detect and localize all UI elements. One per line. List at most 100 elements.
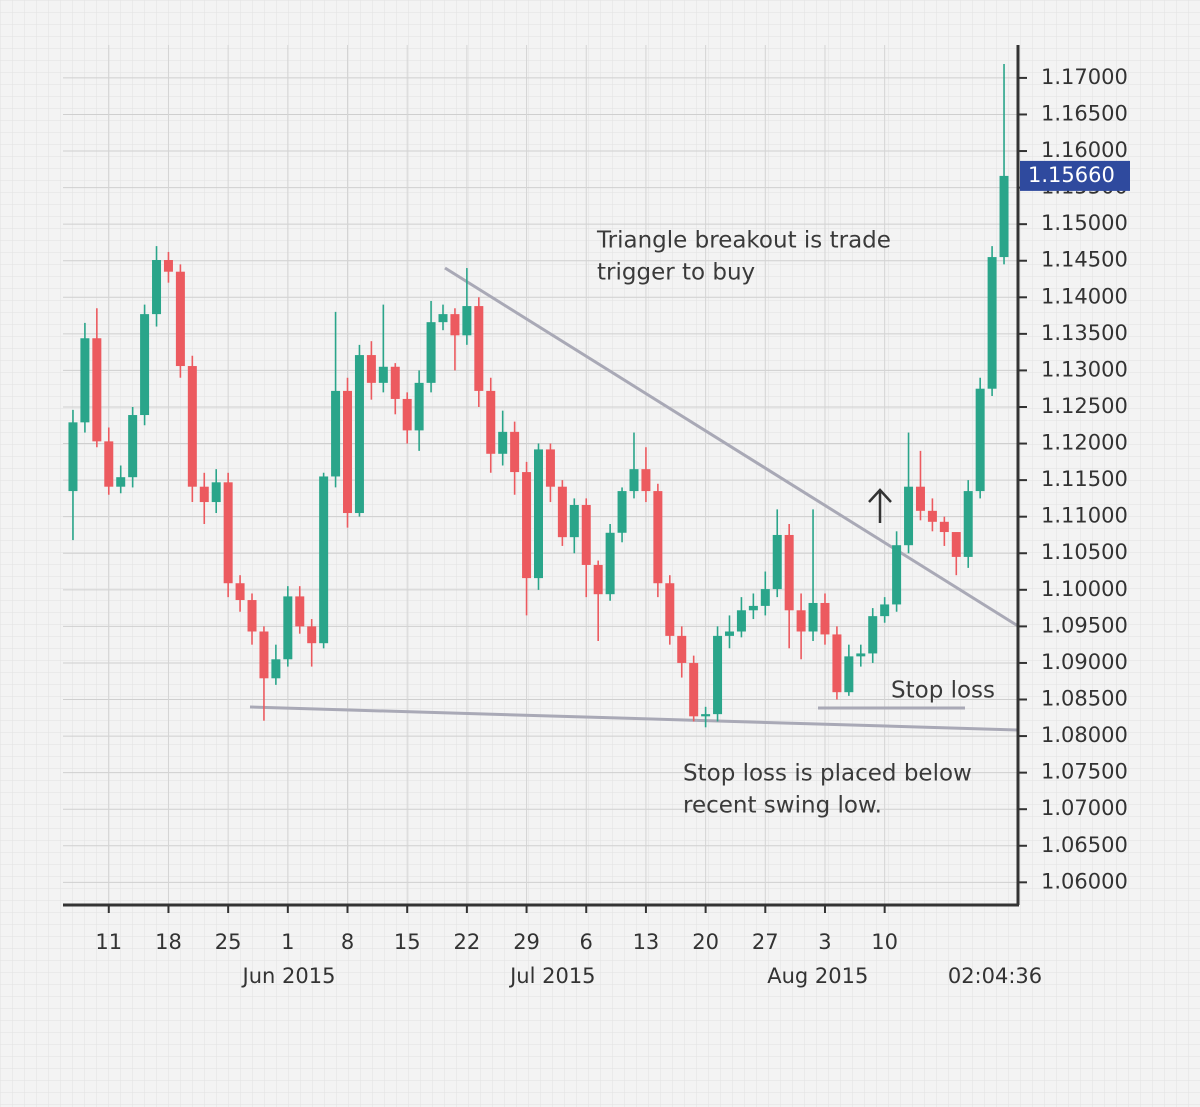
candle-body <box>760 589 770 606</box>
x-tick-label: 1 <box>281 930 294 954</box>
candle-body <box>211 482 221 503</box>
y-tick-label: 1.09500 <box>1041 613 1128 637</box>
candle-body <box>677 635 687 663</box>
x-tick-label: 6 <box>580 930 593 954</box>
time-label: 02:04:36 <box>948 964 1042 988</box>
candle-body <box>868 616 878 654</box>
candle-body <box>307 626 317 644</box>
candle-body <box>808 602 818 632</box>
x-tick-label: 13 <box>633 930 660 954</box>
candle-body <box>975 388 985 492</box>
candle-body <box>784 534 794 611</box>
annotation: trigger to buy <box>597 260 755 286</box>
axes <box>63 45 1027 913</box>
candle-body <box>450 314 460 336</box>
y-tick-label: 1.10000 <box>1041 577 1128 601</box>
candle-body <box>378 366 388 383</box>
candle-body <box>581 504 591 565</box>
candle-body <box>701 714 711 717</box>
candle-body <box>128 415 138 478</box>
candle-body <box>295 596 305 627</box>
y-tick-label: 1.13500 <box>1041 321 1128 345</box>
candle-body <box>68 422 78 492</box>
candle-body <box>140 314 150 416</box>
candle-body <box>319 476 329 644</box>
candle-body <box>796 610 806 632</box>
annotation: Stop loss is placed below <box>683 761 972 787</box>
y-tick-label: 1.11000 <box>1041 504 1128 528</box>
month-label: Jun 2015 <box>241 964 336 988</box>
candle-body <box>104 441 114 487</box>
candle-body <box>152 260 162 315</box>
candle-body <box>187 366 197 487</box>
y-tick-label: 1.08000 <box>1041 723 1128 747</box>
candle-body <box>641 469 651 492</box>
candle-body <box>629 469 639 492</box>
y-tick-label: 1.11500 <box>1041 467 1128 491</box>
y-tick-label: 1.08500 <box>1041 687 1128 711</box>
annotation: Stop loss <box>891 678 995 704</box>
candle-body <box>713 635 723 715</box>
candle-body <box>92 338 102 442</box>
candle-body <box>832 634 842 693</box>
triangle-upper-line <box>444 266 1019 628</box>
candle-body <box>569 504 579 538</box>
annotation: Triangle breakout is trade <box>596 228 891 254</box>
candle-body <box>116 477 126 487</box>
candle-body <box>856 653 866 657</box>
candle-body <box>987 257 997 389</box>
candle-body <box>414 382 424 431</box>
y-tick-label: 1.17000 <box>1041 65 1128 89</box>
candle-body <box>593 564 603 595</box>
candle-body <box>689 662 699 717</box>
candle-body <box>438 314 448 323</box>
candle-body <box>915 486 925 511</box>
candle-body <box>605 532 615 595</box>
candle-body <box>462 306 472 336</box>
candle-body <box>904 486 914 546</box>
y-tick-label: 1.06500 <box>1041 833 1128 857</box>
candle-body <box>343 390 353 514</box>
triangle-lower-line <box>249 705 1019 732</box>
y-tick-label: 1.13000 <box>1041 357 1128 381</box>
x-tick-label: 27 <box>752 930 779 954</box>
candle-body <box>844 656 854 693</box>
candle-body <box>498 431 508 454</box>
candle-body <box>247 600 257 632</box>
candle-body <box>175 271 185 367</box>
x-tick-label: 29 <box>513 930 540 954</box>
candle-body <box>163 260 173 272</box>
candle-body <box>522 472 532 579</box>
candle-body <box>557 486 567 538</box>
y-tick-label: 1.07500 <box>1041 760 1128 784</box>
candle-body <box>474 306 484 391</box>
candle-body <box>892 545 902 605</box>
candle-body <box>283 596 293 660</box>
x-tick-label: 10 <box>871 930 898 954</box>
candle-body <box>999 175 1009 258</box>
candle-body <box>402 398 412 431</box>
x-tick-label: 8 <box>341 930 354 954</box>
x-tick-label: 15 <box>394 930 421 954</box>
candle-body <box>951 532 961 557</box>
candle-body <box>927 510 937 522</box>
y-tick-label: 1.15000 <box>1041 211 1128 235</box>
x-tick-label: 3 <box>818 930 831 954</box>
y-tick-label: 1.12000 <box>1041 431 1128 455</box>
candle-body <box>199 486 209 503</box>
y-tick-label: 1.14500 <box>1041 248 1128 272</box>
candle-body <box>617 491 627 533</box>
last-price-label: 1.15660 <box>1028 163 1115 187</box>
candle-body <box>534 449 543 579</box>
annotation-drawings <box>249 266 1019 732</box>
y-tick-label: 1.16000 <box>1041 138 1128 162</box>
candle-body <box>510 431 520 473</box>
candle-body <box>259 631 269 679</box>
x-tick-label: 22 <box>454 930 481 954</box>
annotation: recent swing low. <box>683 793 882 819</box>
candle-body <box>80 338 90 423</box>
candle-body <box>354 355 364 514</box>
candle-body <box>963 491 973 557</box>
